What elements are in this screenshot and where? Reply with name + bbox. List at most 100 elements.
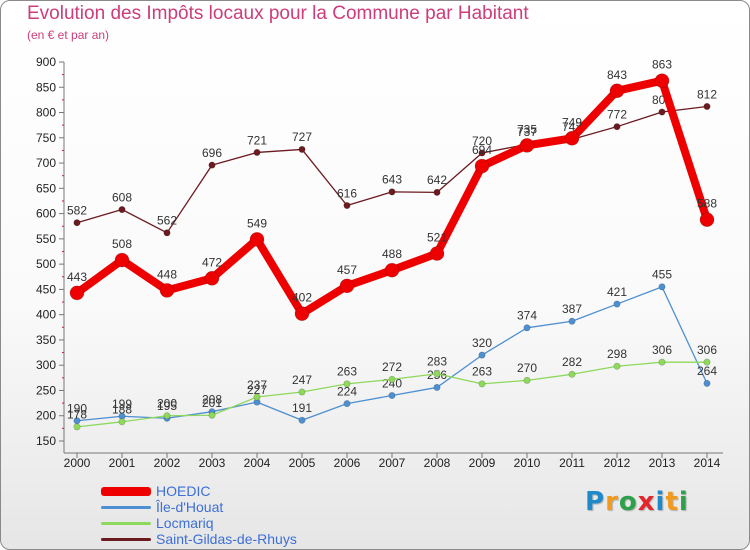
data-point-hoedic	[339, 278, 355, 294]
data-label-hoedic: 448	[157, 267, 177, 281]
data-label-hoedic: 863	[652, 58, 672, 72]
data-point-saint-gildas-de-rhuys	[433, 188, 441, 196]
data-point--le-d-houat	[298, 416, 306, 424]
y-tick-label: 850	[36, 80, 56, 94]
data-label-locmariq: 201	[202, 396, 222, 410]
data-label-saint-gildas-de-rhuys: 643	[382, 173, 402, 187]
y-tick-label: 250	[36, 383, 56, 397]
data-point-hoedic	[429, 246, 445, 261]
legend-label: Saint-Gildas-de-Rhuys	[156, 531, 297, 547]
data-point-locmariq	[703, 358, 711, 366]
data-label-hoedic: 694	[472, 143, 492, 157]
legend-swatch	[101, 505, 151, 509]
data-point-hoedic	[294, 306, 310, 321]
data-point-saint-gildas-de-rhuys	[298, 145, 306, 153]
y-tick-label: 150	[36, 434, 56, 448]
data-label-locmariq: 263	[337, 365, 357, 379]
legend-label: Locmariq	[156, 515, 214, 531]
x-tick-label: 2011	[559, 456, 585, 470]
data-label-saint-gildas-de-rhuys: 642	[427, 173, 447, 187]
x-tick-label: 2000	[64, 456, 91, 470]
data-label--le-d-houat: 195	[157, 399, 177, 413]
data-label-saint-gildas-de-rhuys: 608	[112, 190, 132, 204]
data-point-locmariq	[658, 358, 666, 366]
data-point--le-d-houat	[343, 400, 351, 408]
data-point--le-d-houat	[523, 324, 531, 332]
data-label-saint-gildas-de-rhuys: 721	[247, 133, 267, 147]
data-label--le-d-houat: 190	[67, 402, 87, 416]
data-label--le-d-houat: 264	[697, 364, 717, 378]
x-tick-label: 2004	[244, 456, 271, 470]
data-label-hoedic: 443	[67, 270, 87, 284]
x-tick-label: 2003	[199, 456, 226, 470]
data-label-locmariq: 263	[472, 365, 492, 379]
data-point-saint-gildas-de-rhuys	[613, 123, 621, 131]
data-label-locmariq: 270	[517, 361, 537, 375]
data-label-hoedic: 749	[562, 115, 582, 129]
data-label-hoedic: 508	[112, 237, 132, 251]
data-point-hoedic	[519, 138, 535, 153]
legend-swatch	[101, 486, 151, 496]
data-point-saint-gildas-de-rhuys	[478, 149, 486, 157]
data-label-hoedic: 472	[202, 255, 222, 269]
data-label-saint-gildas-de-rhuys: 812	[697, 87, 717, 101]
data-point--le-d-houat	[613, 300, 621, 308]
data-label-hoedic: 488	[382, 247, 402, 261]
data-point-locmariq	[433, 370, 441, 378]
data-label-locmariq: 247	[292, 373, 312, 387]
chart-subtitle: (en € et par an)	[27, 28, 110, 42]
x-tick-label: 2010	[514, 456, 541, 470]
data-label-locmariq: 200	[157, 397, 177, 411]
data-label-locmariq: 178	[67, 408, 87, 422]
x-tick-label: 2007	[379, 456, 406, 470]
data-label-hoedic: 843	[607, 68, 627, 82]
x-tick-label: 2002	[154, 456, 181, 470]
data-label-saint-gildas-de-rhuys: 582	[67, 203, 87, 217]
data-point--le-d-houat	[703, 379, 711, 387]
data-point--le-d-houat	[388, 392, 396, 400]
x-tick-label: 2012	[604, 456, 631, 470]
data-label--le-d-houat: 227	[247, 383, 267, 397]
y-tick-label: 450	[36, 282, 56, 296]
x-tick-label: 2001	[109, 456, 136, 470]
data-point-hoedic	[159, 283, 175, 298]
data-point-locmariq	[478, 380, 486, 388]
chart-title: Evolution des Impôts locaux pour la Comm…	[27, 3, 529, 24]
data-label-locmariq: 272	[382, 360, 402, 374]
x-tick-label: 2008	[424, 456, 451, 470]
y-tick-label: 200	[36, 409, 56, 423]
y-tick-label: 500	[36, 257, 56, 271]
data-label--le-d-houat: 374	[517, 309, 537, 323]
data-point--le-d-houat	[433, 383, 441, 391]
data-label-saint-gildas-de-rhuys: 727	[292, 130, 312, 144]
data-point-hoedic	[609, 83, 625, 99]
data-point-hoedic	[114, 252, 130, 268]
x-tick-label: 2014	[694, 456, 721, 470]
data-label-saint-gildas-de-rhuys: 696	[202, 146, 222, 160]
data-point-hoedic	[204, 270, 220, 286]
data-label-hoedic: 521	[427, 231, 447, 245]
logo-letter: t	[665, 487, 679, 517]
data-label--le-d-houat: 208	[202, 392, 222, 406]
x-tick-label: 2005	[289, 456, 316, 470]
logo-letter: i	[678, 487, 689, 517]
data-label-locmariq: 283	[427, 355, 447, 369]
data-point-hoedic	[654, 73, 670, 88]
data-point-locmariq	[73, 423, 81, 431]
y-tick-label: 700	[36, 156, 56, 170]
y-tick-label: 900	[36, 55, 56, 69]
y-tick-label: 650	[36, 181, 56, 195]
data-label--le-d-houat: 387	[562, 302, 582, 316]
data-point-locmariq	[253, 393, 261, 401]
data-label--le-d-houat: 224	[337, 384, 357, 398]
x-tick-label: 2013	[649, 456, 676, 470]
data-point-locmariq	[208, 411, 216, 419]
data-point-hoedic	[564, 131, 580, 146]
data-point-locmariq	[298, 388, 306, 396]
data-point-saint-gildas-de-rhuys	[343, 202, 351, 210]
data-label--le-d-houat: 320	[472, 336, 492, 350]
data-label--le-d-houat: 455	[652, 268, 672, 282]
data-label-saint-gildas-de-rhuys: 772	[607, 107, 627, 121]
